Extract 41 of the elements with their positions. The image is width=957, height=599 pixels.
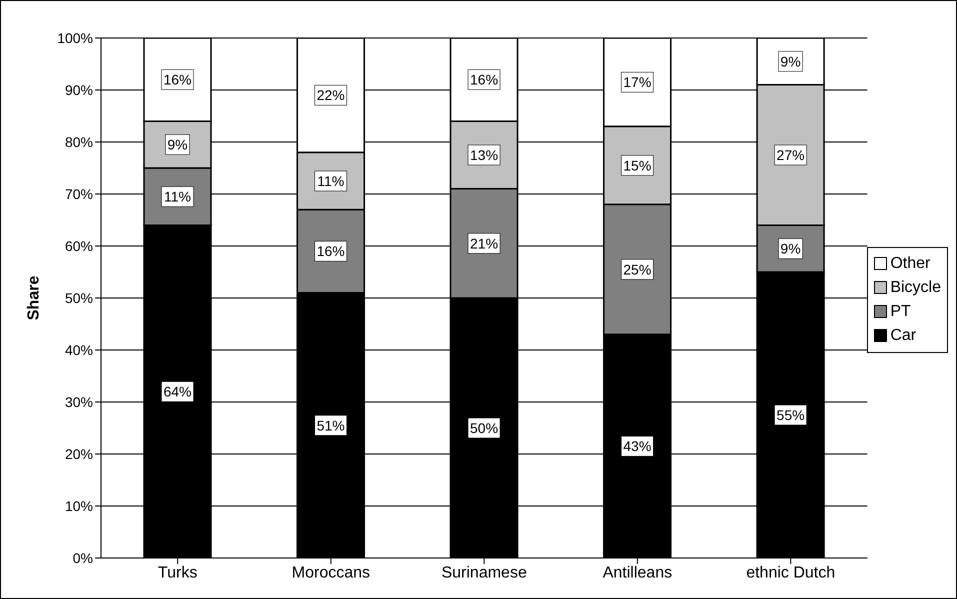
x-tick-label: Turks — [158, 564, 198, 582]
y-tick-label: 0% — [72, 550, 93, 566]
legend-label: Other — [890, 254, 930, 272]
data-label: 13% — [470, 147, 498, 163]
data-label: 43% — [623, 438, 652, 454]
data-label: 11% — [164, 188, 191, 205]
legend-label: PT — [890, 302, 911, 320]
data-label: 27% — [776, 147, 805, 163]
x-tick-label: Moroccans — [292, 564, 370, 582]
data-label: 22% — [316, 87, 345, 104]
legend-label: Bicycle — [890, 278, 941, 296]
y-tick-label: 80% — [64, 134, 93, 150]
data-label: 9% — [167, 136, 188, 153]
legend-label: Car — [890, 326, 916, 344]
data-label: 16% — [316, 243, 345, 260]
y-tick-label: 70% — [64, 186, 93, 202]
data-label: 55% — [776, 407, 805, 423]
y-tick-label: 40% — [64, 342, 93, 358]
y-tick-label: 50% — [64, 290, 93, 306]
data-label: 17% — [623, 74, 652, 90]
y-tick-label: 30% — [64, 394, 93, 410]
y-tick-label: 10% — [64, 498, 93, 514]
data-label: 51% — [316, 417, 345, 434]
x-tick-label: ethnic Dutch — [746, 564, 836, 582]
data-label: 25% — [623, 261, 652, 278]
x-tick-label: Surinamese — [441, 564, 527, 582]
y-tick-label: 60% — [64, 238, 93, 254]
data-label: 64% — [163, 384, 192, 400]
data-label: 21% — [470, 235, 498, 252]
data-label: 15% — [623, 157, 652, 174]
y-tick-label: 100% — [57, 30, 93, 46]
y-tick-label: 90% — [64, 82, 93, 98]
y-tick-label: 20% — [64, 446, 93, 462]
data-label: 9% — [780, 240, 801, 257]
data-label: 16% — [470, 72, 498, 88]
data-label: 16% — [163, 72, 192, 88]
data-label: 50% — [470, 420, 498, 436]
data-label: 9% — [780, 53, 801, 70]
data-label: 11% — [317, 173, 344, 189]
x-tick-label: Antilleans — [602, 564, 672, 582]
y-axis-title: Share — [26, 276, 43, 320]
